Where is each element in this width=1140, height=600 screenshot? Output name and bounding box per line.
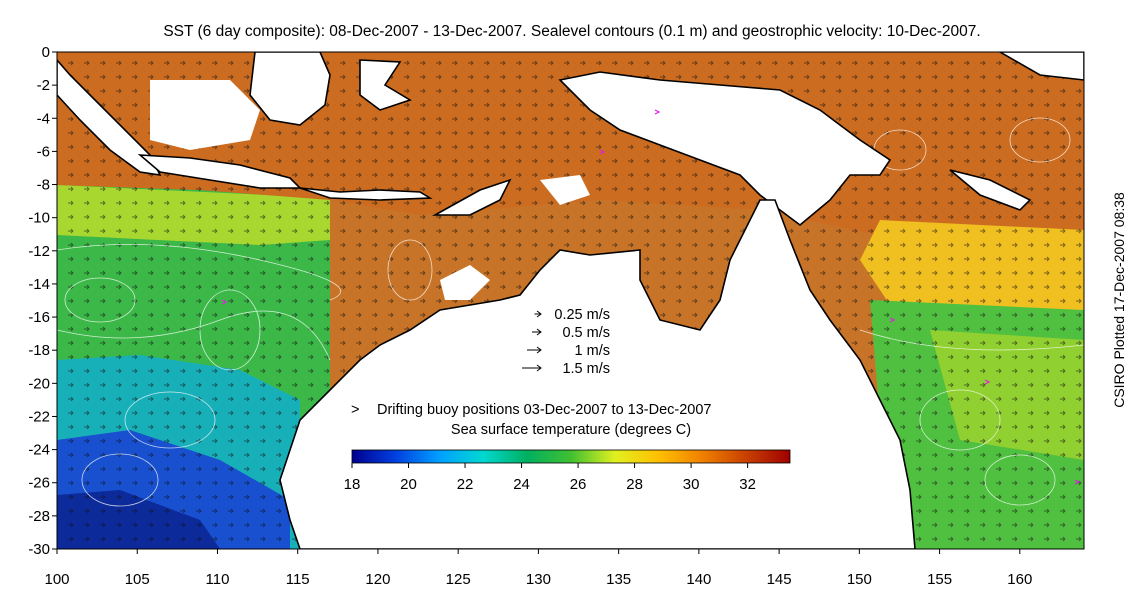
x-tick-label: 155 xyxy=(927,571,952,588)
velocity-legend: 0.25 m/s 0.5 m/s 1 m/s 1.5 m/s xyxy=(522,307,610,377)
x-tick-label: 110 xyxy=(206,571,230,588)
sealevel-contours xyxy=(57,117,1084,507)
buoy-marker xyxy=(1074,479,1081,485)
colorbar-tick-label: 32 xyxy=(739,476,756,493)
cloud-gap-1 xyxy=(440,265,490,300)
side-label: CSIRO Plotted 17-Dec-2007 08:38 xyxy=(1111,192,1127,408)
map-frame xyxy=(56,51,1085,550)
land-timor xyxy=(431,178,512,216)
x-tick-label: 140 xyxy=(686,571,711,588)
colorbar-tick-label: 30 xyxy=(683,476,700,493)
buoy-marker xyxy=(889,317,896,323)
x-tick-label: 150 xyxy=(847,571,872,588)
x-tick-label: 130 xyxy=(526,571,551,588)
velocity-legend-label: 0.25 m/s xyxy=(554,307,610,323)
velocity-legend-label: 1 m/s xyxy=(575,343,610,359)
colorbar-title: Sea surface temperature (degrees C) xyxy=(451,422,691,438)
colorbar: Sea surface temperature (degrees C) 18 20… xyxy=(344,422,791,493)
colorbar-tick-label: 20 xyxy=(400,476,417,493)
land-solomon-islands xyxy=(949,169,1032,211)
land-borneo xyxy=(249,52,331,126)
y-tick-label: -4 xyxy=(37,110,50,127)
land-lesser-sunda xyxy=(299,187,433,201)
y-tick-label: -12 xyxy=(28,243,50,260)
x-tick-label: 125 xyxy=(446,571,471,588)
y-tick-label: -14 xyxy=(28,276,50,293)
y-tick-label: -26 xyxy=(28,475,50,492)
y-tick-label: 0 xyxy=(42,44,50,61)
x-tick-label: 135 xyxy=(606,571,631,588)
buoy-marker xyxy=(654,109,661,115)
velocity-legend-arrow xyxy=(534,310,542,318)
y-tick-label: -28 xyxy=(28,508,50,525)
velocity-legend-label: 0.5 m/s xyxy=(562,325,610,341)
x-tick-label: 105 xyxy=(125,571,150,588)
colorbar-tick-label: 24 xyxy=(513,476,530,493)
buoy-legend: > Drifting buoy positions 03-Dec-2007 to… xyxy=(351,402,712,418)
colorbar-tick-label: 18 xyxy=(344,476,361,493)
y-axis: 0 -2 -4 -6 -8 -10 -12 -14 -16 -18 -20 -22 -24 -26 -28 -… xyxy=(28,44,57,558)
y-tick-label: -8 xyxy=(37,177,50,194)
y-tick-label: -16 xyxy=(28,309,50,326)
buoy-marker xyxy=(221,299,228,305)
y-tick-label: -2 xyxy=(37,77,50,94)
x-tick-label: 120 xyxy=(365,571,390,588)
velocity-legend-arrow xyxy=(527,346,542,354)
land-java-sea-cloud xyxy=(150,80,260,150)
land-new-guinea xyxy=(558,71,892,227)
y-tick-label: -18 xyxy=(28,342,50,359)
x-tick-label: 145 xyxy=(767,571,792,588)
colorbar-tick-label: 22 xyxy=(457,476,474,493)
buoy-marker xyxy=(599,149,606,155)
x-tick-label: 160 xyxy=(1007,571,1032,588)
colorbar-bar xyxy=(351,449,791,464)
colorbar-tick-label: 26 xyxy=(570,476,587,493)
land-sulawesi xyxy=(359,59,412,111)
buoy-marker xyxy=(984,379,991,385)
y-tick-label: -24 xyxy=(28,442,50,459)
y-tick-label: -22 xyxy=(28,408,50,425)
buoy-symbol: > xyxy=(351,402,359,418)
velocity-legend-arrow xyxy=(532,328,542,336)
velocity-legend-arrow xyxy=(522,364,542,372)
y-tick-label: -10 xyxy=(28,210,50,227)
colorbar-ticks: 18 20 22 24 26 28 30 32 xyxy=(344,463,756,493)
colorbar-tick-label: 28 xyxy=(626,476,643,493)
x-tick-label: 100 xyxy=(44,571,69,588)
y-tick-label: -20 xyxy=(28,375,50,392)
land-sumatra xyxy=(57,58,162,177)
y-tick-label: -6 xyxy=(37,143,50,160)
cloud-gap-2 xyxy=(540,175,590,205)
velocity-legend-label: 1.5 m/s xyxy=(562,361,610,377)
land-top-right xyxy=(998,52,1084,81)
x-tick-label: 115 xyxy=(286,571,310,588)
y-tick-label: -30 xyxy=(28,541,50,558)
map-area xyxy=(57,52,1084,549)
x-axis: 100 105 110 115 120 125 130 135 140 145 150 155 160 xyxy=(44,549,1032,588)
buoy-legend-label: Drifting buoy positions 03-Dec-2007 to 1… xyxy=(377,402,712,418)
figure-title: SST (6 day composite): 08-Dec-2007 - 13-… xyxy=(163,23,980,40)
